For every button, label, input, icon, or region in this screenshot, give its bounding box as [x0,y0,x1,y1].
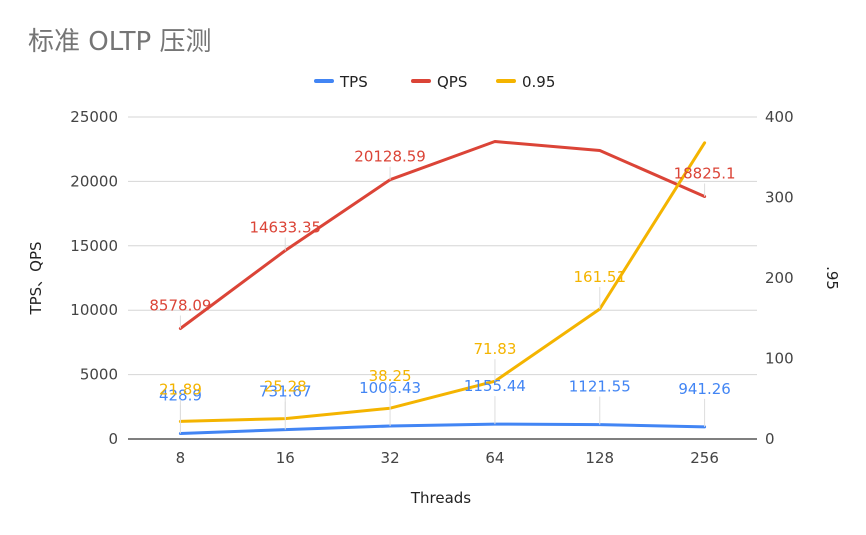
legend-label-3: 0.95 [522,73,555,91]
series-line-1 [178,422,707,435]
right-tick-label: 400 [765,108,794,126]
data-label: 21.89 [159,380,202,398]
left-tick-label: 25000 [70,108,118,126]
x-tick-label: 32 [381,449,400,467]
data-label: 1155.44 [464,377,526,395]
right-tick-label: 100 [765,350,794,368]
x-tick-label: 8 [176,449,186,467]
data-label: 18825.1 [674,165,736,183]
chart-title: 标准 OLTP 压测 [28,27,211,57]
data-labels: 428.9 731.67 1006.43 1155.44 1121.55 941.2685… [149,148,736,434]
data-label: 428.9 [159,386,202,404]
data-label: 161.51 [574,268,627,286]
x-tick-label: 64 [485,449,504,467]
data-label: 71.83 [473,340,516,358]
left-tick-label: 5000 [80,366,118,384]
series-line-2 [178,140,707,330]
x-axis-ticks: 8 16 32 64 128 256 [176,449,719,467]
data-label: 731.67 [259,383,312,401]
x-tick-label: 16 [276,449,295,467]
left-axis-ticks: 0 5000 10000 15000 20000 25000 [70,108,118,448]
left-tick-label: 10000 [70,301,118,319]
data-label: 25.28 [264,378,307,396]
gridlines [128,116,757,440]
x-tick-label: 128 [585,449,614,467]
right-tick-label: 0 [765,430,775,448]
right-axis-title: .95 [823,266,841,290]
legend-label-2: QPS [437,73,467,91]
data-label: 1121.55 [569,378,631,396]
left-tick-label: 15000 [70,237,118,255]
right-axis-ticks: 0 100 200 300 400 [765,108,794,448]
series-line-3 [178,141,707,423]
data-label: 38.25 [369,367,412,385]
data-label: 14633.35 [249,219,321,237]
left-axis-title: TPS、QPS [27,241,45,315]
x-tick-label: 256 [690,449,719,467]
x-axis-title: Threads [410,489,471,507]
left-tick-label: 0 [108,430,118,448]
data-label: 8578.09 [149,297,211,315]
legend: TPS QPS 0.95 [314,73,555,91]
right-tick-label: 200 [765,269,794,287]
data-label: 20128.59 [354,148,426,166]
data-label: 941.26 [678,380,731,398]
right-tick-label: 300 [765,189,794,207]
legend-label-1: TPS [339,73,368,91]
left-tick-label: 20000 [70,172,118,190]
series-lines [178,140,707,435]
